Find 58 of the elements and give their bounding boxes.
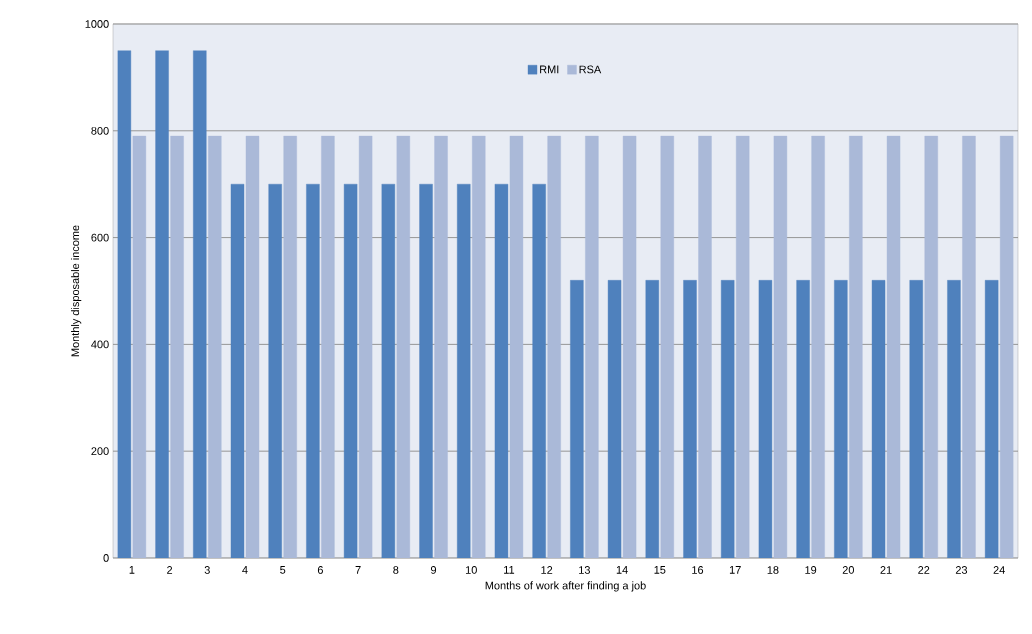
x-tick-label: 3: [204, 566, 210, 574]
bar: [607, 280, 622, 558]
bar: [117, 50, 132, 558]
bar: [193, 50, 207, 558]
legend-label: RSA: [579, 65, 602, 74]
x-tick-label: 11: [504, 566, 515, 574]
x-tick-label: 4: [242, 566, 248, 574]
x-tick-label: 15: [654, 566, 666, 574]
x-tick-label: 7: [355, 566, 361, 574]
x-tick-label: 2: [167, 566, 173, 574]
legend-label: RMI: [540, 65, 559, 74]
bar: [381, 183, 396, 558]
bar: [230, 183, 245, 558]
x-tick-label: 13: [579, 566, 590, 574]
x-tick-label: 8: [393, 566, 399, 574]
bar: [155, 50, 169, 558]
bar: [947, 280, 961, 558]
x-tick-label: 12: [541, 566, 553, 574]
y-tick-label: 600: [91, 233, 109, 242]
bar: [494, 183, 509, 558]
bar: [909, 280, 923, 558]
x-tick-label: 1: [129, 566, 135, 574]
x-tick-label: 6: [317, 566, 323, 574]
y-tick-label: 200: [91, 447, 109, 456]
x-tick-label: 19: [805, 566, 817, 574]
x-tick-label: 14: [616, 566, 628, 574]
x-tick-label: 17: [729, 566, 741, 574]
y-tick-label: 1000: [85, 20, 109, 28]
bar: [758, 280, 773, 558]
y-tick-label: 0: [103, 554, 109, 562]
y-axis-title: Monthly disposable income: [71, 225, 82, 357]
x-tick-label: 20: [842, 566, 854, 574]
x-tick-label: 18: [767, 566, 779, 574]
x-tick-label: 22: [918, 566, 930, 574]
bar: [683, 280, 697, 558]
bar: [419, 183, 433, 558]
bar: [532, 183, 546, 558]
y-tick-label: 800: [91, 126, 109, 135]
bar: [570, 280, 584, 558]
x-tick-label: 9: [431, 566, 437, 574]
bar: [871, 280, 886, 558]
bar: [721, 280, 735, 558]
bar: [645, 280, 659, 558]
x-tick-label: 23: [955, 566, 968, 574]
bar: [343, 183, 358, 558]
y-tick-label: 400: [91, 340, 109, 349]
bar: [796, 280, 810, 558]
x-tick-label: 5: [280, 566, 286, 574]
x-axis-title: Months of work after finding a job: [485, 581, 646, 592]
x-tick-label: 21: [880, 566, 892, 574]
x-tick-label: 24: [993, 566, 1005, 574]
bar: [306, 183, 320, 558]
bar: [268, 183, 282, 558]
bar: [457, 183, 471, 558]
bar: [984, 280, 999, 558]
bar: [834, 280, 848, 558]
x-tick-label: 16: [692, 566, 704, 574]
x-tick-label: 10: [465, 566, 477, 574]
